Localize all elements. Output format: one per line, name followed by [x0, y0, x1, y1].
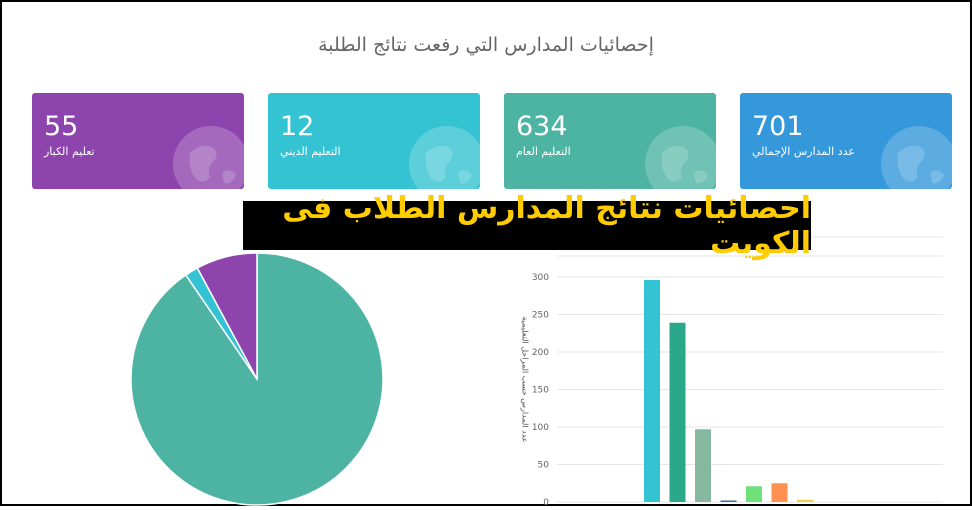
- card-value: 55: [44, 111, 79, 142]
- bar[interactable]: [644, 280, 660, 502]
- y-tick-label: 300: [532, 273, 549, 283]
- card-total-schools[interactable]: 701 عدد المدارس الإجمالي: [740, 93, 952, 189]
- globe-icon: [645, 126, 716, 189]
- bar[interactable]: [746, 486, 762, 502]
- y-tick-label: 0: [543, 498, 549, 506]
- pie-slice[interactable]: [130, 252, 384, 506]
- pie-slice[interactable]: [196, 252, 258, 380]
- globe-icon: [881, 126, 952, 189]
- y-tick-label: 250: [532, 311, 549, 321]
- card-general-education[interactable]: 634 التعليم العام: [504, 93, 716, 189]
- bar[interactable]: [695, 429, 711, 502]
- card-value: 12: [280, 111, 315, 142]
- globe-icon: [173, 126, 244, 189]
- card-label: عدد المدارس الإجمالي: [752, 145, 855, 158]
- bar[interactable]: [797, 499, 813, 502]
- banner-title: احصائيات نتائج المدارس الطلاب فى الكويت: [243, 191, 811, 261]
- y-tick-label: 150: [532, 386, 549, 396]
- bar[interactable]: [669, 322, 686, 502]
- y-tick-label: 200: [532, 348, 549, 358]
- bar[interactable]: [771, 483, 788, 502]
- card-value: 634: [516, 111, 568, 142]
- card-label: تعليم الكبار: [44, 145, 95, 158]
- y-tick-label: 100: [532, 423, 549, 433]
- bar-chart: 0 50 100 150 200 250 300: [505, 236, 945, 510]
- globe-icon: [409, 126, 480, 189]
- card-label: التعليم الديني: [280, 145, 341, 158]
- card-value: 701: [752, 111, 804, 142]
- y-tick-label: 50: [538, 461, 550, 471]
- card-adult-education[interactable]: 55 تعليم الكبار: [32, 93, 244, 189]
- card-religious-education[interactable]: 12 التعليم الديني: [268, 93, 480, 189]
- pie-chart: [128, 252, 386, 510]
- page-title: إحصائيات المدارس التي رفعت نتائج الطلبة: [318, 34, 654, 56]
- bar[interactable]: [720, 500, 737, 503]
- card-label: التعليم العام: [516, 145, 571, 158]
